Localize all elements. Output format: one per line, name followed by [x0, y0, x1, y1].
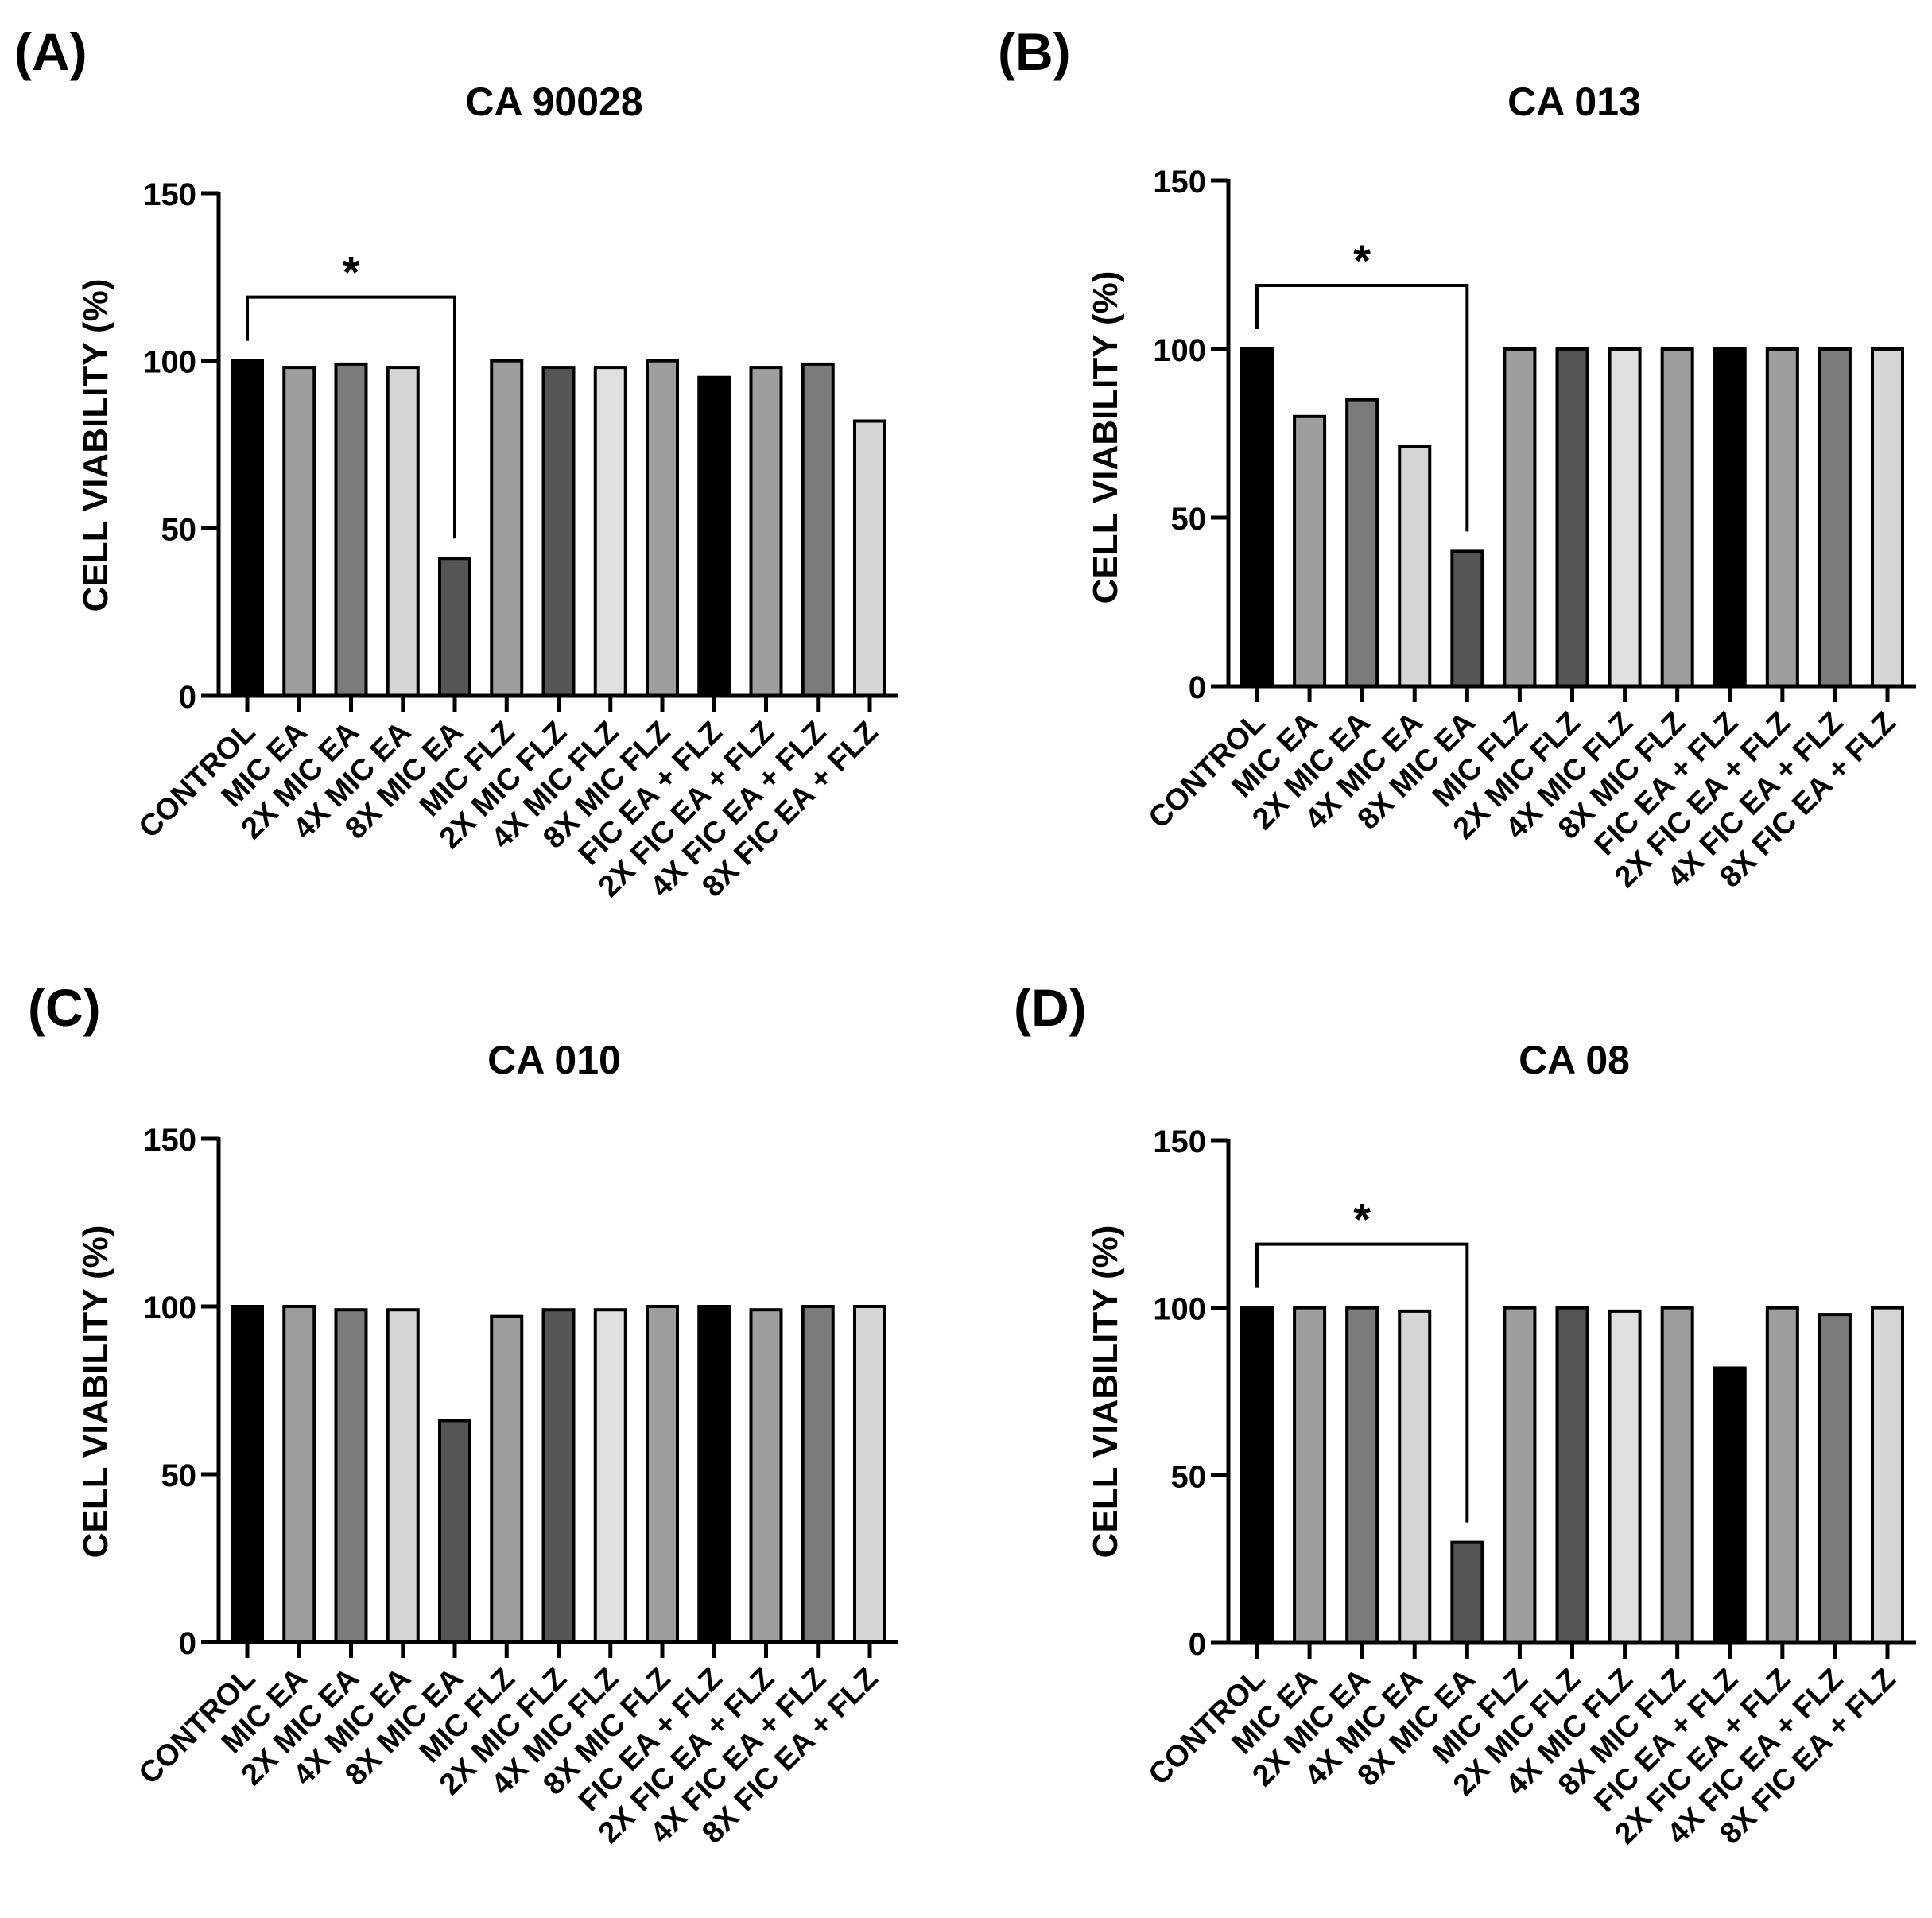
y-tick-label: 150 — [143, 1123, 196, 1158]
y-axis-label: CELL VIABILITY (%) — [1086, 1225, 1125, 1559]
bar-fic-ea-flz — [697, 1305, 731, 1644]
bar-2x-mic-ea — [1345, 1306, 1379, 1644]
bar-8x-fic-ea-flz — [853, 419, 886, 697]
bar-4x-mic-ea — [1398, 1309, 1432, 1644]
bar-8x-mic-ea — [438, 557, 471, 698]
bar-2x-fic-ea-flz — [749, 366, 783, 697]
bar-4x-fic-ea-flz — [801, 362, 835, 697]
bar-4x-fic-ea-flz — [1818, 347, 1852, 688]
bar-4x-mic-ea — [386, 366, 420, 697]
bar-fic-ea-flz — [1713, 347, 1747, 688]
bar-mic-ea — [282, 366, 316, 697]
significance-star: * — [1353, 1194, 1371, 1244]
bar-4x-fic-ea-flz — [801, 1305, 835, 1644]
y-tick-label: 150 — [1153, 165, 1206, 200]
y-tick-label: 0 — [179, 1626, 196, 1661]
y-tick-label: 50 — [161, 1458, 197, 1493]
y-tick-label: 50 — [1171, 502, 1207, 537]
panel-label: (C) — [28, 978, 101, 1037]
bar-4x-mic-flz — [1608, 347, 1642, 688]
chart-title: CA 010 — [487, 1038, 621, 1082]
bar-control — [1240, 1306, 1274, 1644]
bar-2x-fic-ea-flz — [1765, 347, 1799, 688]
bar-2x-mic-flz — [541, 366, 576, 697]
panel-label: (D) — [1014, 978, 1087, 1037]
y-tick-label: 100 — [143, 345, 196, 380]
bar-mic-flz — [1503, 347, 1537, 688]
significance-bracket — [1255, 284, 1469, 532]
bar-2x-fic-ea-flz — [1765, 1306, 1799, 1644]
bar-2x-mic-flz — [541, 1308, 576, 1644]
y-tick-label: 0 — [1189, 1627, 1206, 1662]
bar-mic-ea — [282, 1305, 316, 1644]
chart-title: CA 90028 — [465, 80, 642, 124]
y-tick-label: 100 — [1153, 1292, 1206, 1327]
bar-fic-ea-flz — [697, 375, 731, 697]
bar-4x-mic-flz — [593, 366, 627, 697]
bar-mic-flz — [490, 359, 524, 697]
y-axis-label: CELL VIABILITY (%) — [1086, 271, 1125, 604]
panel-label: (A) — [14, 22, 87, 81]
bar-fic-ea-flz — [1713, 1366, 1747, 1645]
bar-mic-ea — [1293, 1306, 1327, 1644]
significance-bracket — [1255, 1242, 1469, 1523]
chart-title: CA 013 — [1507, 80, 1641, 124]
bar-8x-fic-ea-flz — [1871, 347, 1904, 688]
bar-mic-flz — [490, 1314, 524, 1644]
significance-star: * — [343, 247, 360, 297]
bar-4x-fic-ea-flz — [1818, 1313, 1852, 1645]
y-tick-label: 150 — [143, 177, 196, 212]
bar-8x-mic-ea — [438, 1419, 471, 1644]
bar-8x-mic-flz — [646, 359, 679, 697]
significance-star: * — [1353, 235, 1371, 285]
chart-title: CA 08 — [1519, 1038, 1630, 1082]
bar-mic-flz — [1503, 1306, 1537, 1644]
y-axis-label: CELL VIABILITY (%) — [76, 1225, 115, 1559]
bar-8x-mic-flz — [1660, 1306, 1694, 1644]
panel-label: (B) — [998, 22, 1071, 81]
y-tick-label: 150 — [1153, 1124, 1206, 1159]
bar-4x-mic-ea — [386, 1308, 420, 1644]
bar-4x-mic-flz — [1608, 1309, 1642, 1644]
bar-8x-fic-ea-flz — [1871, 1306, 1904, 1644]
y-tick-label: 50 — [161, 512, 197, 547]
bar-2x-mic-flz — [1555, 1306, 1589, 1644]
bar-4x-mic-ea — [1398, 445, 1432, 689]
bar-2x-mic-flz — [1555, 347, 1589, 688]
bar-4x-mic-flz — [593, 1308, 627, 1644]
bar-2x-mic-ea — [334, 362, 368, 697]
bar-8x-mic-flz — [1660, 347, 1694, 688]
y-tick-label: 100 — [1153, 333, 1206, 368]
bar-2x-mic-ea — [1345, 398, 1379, 688]
bar-control — [231, 359, 264, 697]
y-tick-label: 100 — [143, 1291, 196, 1326]
bar-8x-mic-ea — [1450, 549, 1484, 689]
bar-8x-mic-ea — [1450, 1540, 1484, 1644]
bar-mic-ea — [1293, 414, 1327, 688]
y-tick-label: 0 — [1189, 670, 1206, 705]
significance-bracket — [246, 295, 456, 539]
bar-control — [1240, 347, 1274, 688]
y-tick-label: 50 — [1171, 1459, 1207, 1494]
bar-control — [231, 1305, 264, 1644]
y-axis-label: CELL VIABILITY (%) — [76, 279, 115, 612]
bar-2x-fic-ea-flz — [749, 1308, 783, 1644]
y-tick-label: 0 — [179, 680, 196, 715]
bar-2x-mic-ea — [334, 1308, 368, 1644]
bar-8x-mic-flz — [646, 1305, 679, 1644]
bar-8x-fic-ea-flz — [853, 1305, 886, 1644]
